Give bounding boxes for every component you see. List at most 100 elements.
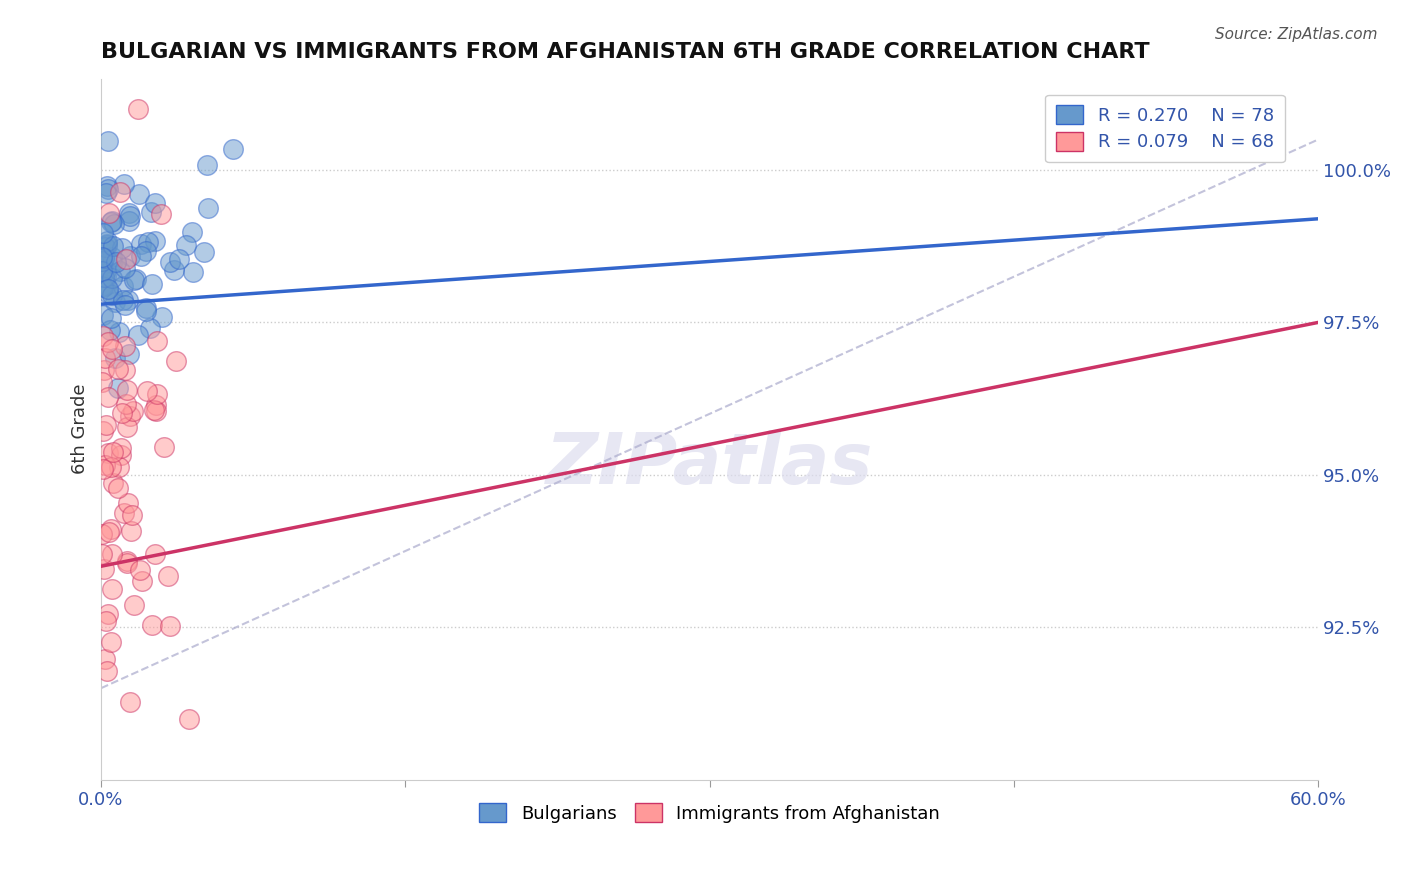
Bulgarians	[112, 293, 135, 307]
Bulgarians	[118, 205, 141, 219]
Bulgarians	[91, 264, 114, 278]
Immigrants from Afghanistan	[118, 409, 141, 424]
Immigrants from Afghanistan	[136, 384, 159, 398]
Bulgarians	[101, 256, 124, 270]
Bulgarians	[93, 252, 115, 266]
Immigrants from Afghanistan	[93, 652, 115, 666]
Bulgarians	[97, 282, 120, 296]
Immigrants from Afghanistan	[94, 351, 117, 366]
Immigrants from Afghanistan	[93, 462, 115, 476]
Immigrants from Afghanistan	[117, 420, 139, 434]
Bulgarians	[122, 273, 145, 287]
Bulgarians	[91, 250, 114, 264]
Bulgarians	[139, 320, 162, 334]
Bulgarians	[118, 209, 141, 223]
Immigrants from Afghanistan	[145, 403, 167, 417]
Bulgarians	[101, 288, 124, 302]
Immigrants from Afghanistan	[100, 522, 122, 536]
Bulgarians	[97, 182, 120, 196]
Immigrants from Afghanistan	[91, 527, 114, 541]
Bulgarians	[94, 186, 117, 200]
Bulgarians	[101, 239, 124, 253]
Immigrants from Afghanistan	[159, 619, 181, 633]
Bulgarians	[91, 278, 114, 293]
Bulgarians	[114, 261, 136, 276]
Immigrants from Afghanistan	[110, 441, 132, 455]
Bulgarians	[101, 270, 124, 285]
Bulgarians	[96, 179, 118, 194]
Immigrants from Afghanistan	[115, 252, 138, 266]
Immigrants from Afghanistan	[100, 582, 122, 596]
Text: ZIPatlas: ZIPatlas	[546, 430, 873, 499]
Immigrants from Afghanistan	[153, 440, 176, 454]
Immigrants from Afghanistan	[97, 446, 120, 460]
Immigrants from Afghanistan	[100, 459, 122, 474]
Bulgarians	[93, 270, 115, 285]
Bulgarians	[97, 134, 120, 148]
Immigrants from Afghanistan	[91, 376, 114, 390]
Bulgarians	[136, 235, 159, 249]
Bulgarians	[135, 244, 157, 258]
Bulgarians	[114, 298, 136, 312]
Immigrants from Afghanistan	[131, 574, 153, 589]
Bulgarians	[96, 238, 118, 252]
Bulgarians	[96, 277, 118, 292]
Bulgarians	[222, 142, 245, 156]
Immigrants from Afghanistan	[97, 390, 120, 404]
Immigrants from Afghanistan	[91, 548, 114, 562]
Bulgarians	[93, 226, 115, 240]
Immigrants from Afghanistan	[150, 207, 173, 221]
Immigrants from Afghanistan	[118, 695, 141, 709]
Immigrants from Afghanistan	[115, 397, 138, 411]
Bulgarians	[91, 254, 114, 268]
Immigrants from Afghanistan	[114, 363, 136, 377]
Bulgarians	[197, 201, 219, 215]
Immigrants from Afghanistan	[121, 508, 143, 522]
Immigrants from Afghanistan	[107, 361, 129, 376]
Y-axis label: 6th Grade: 6th Grade	[72, 384, 89, 475]
Immigrants from Afghanistan	[93, 363, 115, 377]
Bulgarians	[150, 310, 173, 324]
Immigrants from Afghanistan	[93, 562, 115, 576]
Immigrants from Afghanistan	[101, 476, 124, 491]
Bulgarians	[91, 309, 114, 323]
Immigrants from Afghanistan	[100, 635, 122, 649]
Immigrants from Afghanistan	[145, 398, 167, 412]
Immigrants from Afghanistan	[128, 563, 150, 577]
Bulgarians	[112, 177, 135, 191]
Immigrants from Afghanistan	[91, 329, 114, 343]
Immigrants from Afghanistan	[98, 525, 121, 540]
Bulgarians	[103, 217, 125, 231]
Bulgarians	[195, 158, 218, 172]
Bulgarians	[159, 255, 181, 269]
Bulgarians	[94, 240, 117, 254]
Immigrants from Afghanistan	[110, 185, 132, 199]
Bulgarians	[129, 249, 152, 263]
Bulgarians	[91, 258, 114, 272]
Immigrants from Afghanistan	[117, 496, 139, 510]
Immigrants from Afghanistan	[120, 524, 142, 539]
Bulgarians	[180, 225, 202, 239]
Immigrants from Afghanistan	[107, 481, 129, 495]
Immigrants from Afghanistan	[177, 712, 200, 726]
Bulgarians	[100, 215, 122, 229]
Immigrants from Afghanistan	[145, 386, 167, 401]
Immigrants from Afghanistan	[143, 403, 166, 417]
Bulgarians	[128, 186, 150, 201]
Bulgarians	[129, 236, 152, 251]
Bulgarians	[100, 311, 122, 326]
Bulgarians	[91, 280, 114, 294]
Bulgarians	[118, 249, 141, 263]
Immigrants from Afghanistan	[96, 614, 118, 628]
Immigrants from Afghanistan	[115, 554, 138, 568]
Bulgarians	[98, 323, 121, 337]
Immigrants from Afghanistan	[111, 406, 134, 420]
Bulgarians	[108, 264, 131, 278]
Bulgarians	[107, 381, 129, 395]
Bulgarians	[104, 294, 127, 309]
Bulgarians	[118, 213, 141, 227]
Bulgarians	[111, 241, 134, 255]
Bulgarians	[100, 250, 122, 264]
Bulgarians	[104, 351, 127, 365]
Bulgarians	[117, 293, 139, 307]
